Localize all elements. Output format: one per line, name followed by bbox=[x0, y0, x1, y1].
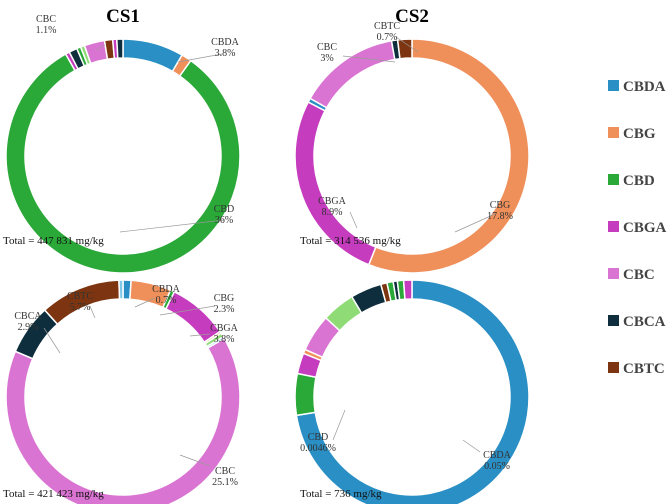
leader-line bbox=[43, 327, 61, 354]
slice-cbc bbox=[5, 337, 241, 504]
data-label: CBTC 0.7% bbox=[374, 21, 400, 43]
data-label: CBG 2.3% bbox=[214, 293, 235, 315]
data-label: CBGA 3.8% bbox=[210, 323, 239, 345]
legend-item-cbd: CBD bbox=[608, 173, 655, 189]
slice-lb bbox=[118, 279, 124, 300]
data-label: CBDA 0.7% bbox=[152, 284, 181, 306]
legend-label: CBG bbox=[623, 126, 656, 142]
legend-label: CBC bbox=[623, 267, 655, 283]
leader-line bbox=[89, 305, 96, 319]
legend-label: CBD bbox=[623, 173, 655, 189]
leader-line bbox=[349, 211, 358, 229]
legend-label: CBGA bbox=[623, 220, 667, 236]
legend-swatch bbox=[608, 362, 619, 373]
legend-swatch bbox=[608, 127, 619, 138]
legend-item-cbg: CBG bbox=[608, 126, 656, 142]
leader-line bbox=[119, 219, 225, 233]
data-label: CBC 25.1% bbox=[212, 466, 238, 488]
legend-item-cbc: CBC bbox=[608, 267, 655, 283]
data-label: CBG 17.8% bbox=[487, 200, 513, 222]
legend-label: CBDA bbox=[623, 79, 666, 95]
total-label: Total = 447 831 mg/kg bbox=[3, 235, 104, 247]
legend-swatch bbox=[608, 174, 619, 185]
data-label: CBDA 0.05% bbox=[483, 450, 512, 472]
data-label: CBC 1.1% bbox=[36, 14, 57, 36]
slice-cbga bbox=[402, 279, 413, 301]
legend-swatch bbox=[608, 268, 619, 279]
legend-swatch bbox=[608, 80, 619, 91]
legend-item-cbga: CBGA bbox=[608, 220, 667, 236]
data-label: CBDA 3.8% bbox=[211, 37, 240, 59]
data-label: CBC 3% bbox=[317, 42, 337, 64]
leader-line bbox=[462, 439, 481, 453]
data-label: CBTC 5.7% bbox=[67, 291, 93, 313]
chart-title: CS1 bbox=[106, 6, 140, 27]
legend-item-cbtc: CBTC bbox=[608, 361, 665, 377]
slice-cbda bbox=[122, 38, 184, 73]
data-label: CBGA 8.9% bbox=[318, 196, 347, 218]
leader-line bbox=[189, 333, 211, 337]
slice-cbca bbox=[116, 38, 124, 59]
legend-item-cbda: CBDA bbox=[608, 79, 666, 95]
slice-cbtc bbox=[396, 38, 413, 60]
leader-line bbox=[342, 55, 396, 63]
chart-title: CS2 bbox=[395, 6, 429, 27]
total-label: Total = 421 423 mg/kg bbox=[3, 488, 104, 500]
legend-label: CBCA bbox=[623, 314, 666, 330]
leader-line bbox=[454, 213, 496, 233]
leader-line bbox=[95, 44, 106, 51]
leader-line bbox=[159, 305, 216, 316]
leader-line bbox=[177, 53, 223, 63]
legend-item-cbca: CBCA bbox=[608, 314, 666, 330]
slice-cbd bbox=[5, 52, 241, 274]
donut-cs1: CS1 CBC 1.1% CBDA 3.8% CBD 36% Total = 447 831 … bbox=[3, 6, 241, 274]
total-label: Total = 736 mg/kg bbox=[300, 488, 382, 500]
data-label: CBCA 2.9% bbox=[14, 311, 42, 333]
slice-cbda bbox=[295, 279, 530, 504]
slice-cbd bbox=[294, 372, 317, 417]
leader-line bbox=[332, 409, 346, 441]
data-label: CBD 0.0046% bbox=[300, 432, 336, 454]
leader-line bbox=[179, 454, 211, 467]
data-label: CBD 36% bbox=[214, 204, 235, 226]
legend-swatch bbox=[608, 315, 619, 326]
donut-cs3: CS3CBTC5.7%CBDA0.7%CBG2.3%CBCA2.9%CBGA3.… bbox=[3, 279, 241, 504]
legend-label: CBTC bbox=[623, 361, 665, 377]
total-label: Total = 314 536 mg/kg bbox=[300, 235, 401, 247]
leader-line bbox=[395, 36, 419, 53]
legend-swatch bbox=[608, 221, 619, 232]
leader-line bbox=[134, 297, 156, 308]
